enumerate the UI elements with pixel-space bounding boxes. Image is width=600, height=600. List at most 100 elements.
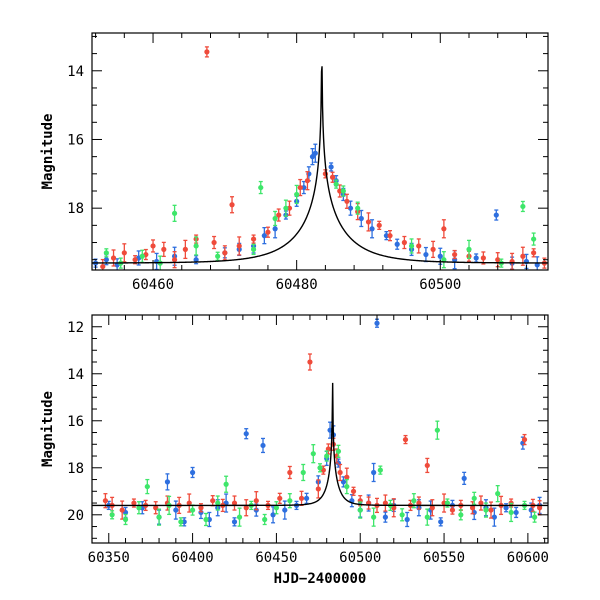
axes-frame <box>91 314 549 544</box>
x-tick-label: 60500 <box>419 277 461 293</box>
data-point <box>193 243 199 249</box>
top-panel: 60460 60480 60500 14 16 18 Magnitude <box>40 32 549 293</box>
data-point <box>374 320 380 326</box>
data-point <box>337 469 343 476</box>
data-point <box>399 512 405 518</box>
data-point <box>328 164 334 170</box>
data-point <box>471 495 477 501</box>
data-point <box>357 507 363 513</box>
data-point <box>103 250 109 256</box>
data-point <box>139 253 145 259</box>
axes-frame <box>91 32 549 271</box>
data-point <box>520 203 526 210</box>
data-point <box>260 442 266 449</box>
data-point <box>171 257 178 263</box>
data-point <box>495 491 501 497</box>
data-point <box>307 359 313 365</box>
data-point <box>243 505 249 511</box>
data-point <box>312 150 318 156</box>
data-point <box>452 251 458 258</box>
y-tick-label: 16 <box>67 132 84 148</box>
data-point <box>315 486 321 492</box>
series-0 <box>92 143 540 270</box>
data-point <box>236 243 242 249</box>
data-point <box>423 251 429 258</box>
data-point <box>335 448 342 454</box>
x-tick-label: 60480 <box>276 277 318 293</box>
data-point <box>283 205 289 211</box>
data-point <box>495 257 501 263</box>
data-point <box>469 505 476 511</box>
data-point <box>401 239 407 246</box>
data-point <box>270 512 276 518</box>
data-point <box>402 436 409 443</box>
data-point <box>365 219 372 225</box>
x-tick-label: 60500 <box>339 550 381 566</box>
data-point <box>382 514 388 520</box>
data-point <box>193 257 199 263</box>
data-point <box>250 246 257 252</box>
data-point <box>394 241 400 247</box>
data-point <box>404 516 410 523</box>
plot-area <box>92 46 548 270</box>
data-point <box>466 246 472 252</box>
y-tick-label: 12 <box>67 320 84 336</box>
data-point <box>276 212 282 218</box>
data-point <box>333 181 339 187</box>
data-point <box>383 233 390 239</box>
series-2 <box>103 179 537 270</box>
data-point <box>317 465 323 471</box>
data-point <box>424 514 430 520</box>
data-point <box>272 215 278 222</box>
data-point <box>325 446 331 452</box>
data-point <box>350 488 357 494</box>
x-axis-label: HJD−2400000 <box>274 571 367 587</box>
data-point <box>132 257 138 263</box>
data-point <box>473 255 479 261</box>
data-point <box>429 505 435 511</box>
data-point <box>122 516 129 523</box>
data-point <box>478 500 484 506</box>
data-point <box>371 469 377 476</box>
data-point <box>531 236 537 242</box>
data-point <box>100 263 106 270</box>
data-point <box>340 479 347 485</box>
data-point <box>171 210 178 216</box>
data-point <box>103 257 109 263</box>
data-point <box>458 512 464 518</box>
data-point <box>376 222 382 228</box>
data-point <box>449 507 456 513</box>
data-point <box>521 436 528 443</box>
data-point <box>416 243 422 249</box>
data-point <box>483 507 489 513</box>
data-point <box>265 229 271 235</box>
data-point <box>355 205 361 211</box>
data-point <box>344 198 350 204</box>
data-point <box>109 512 115 518</box>
data-point <box>222 250 228 256</box>
data-point <box>503 505 509 511</box>
data-point <box>444 500 451 506</box>
data-point <box>273 505 280 511</box>
x-tick-label: 60450 <box>255 550 297 566</box>
data-point <box>156 514 162 520</box>
y-tick-label: 20 <box>67 508 84 524</box>
data-point <box>272 226 278 232</box>
data-point <box>309 154 316 160</box>
y-tick-label: 18 <box>67 201 84 217</box>
x-tick-label: 60350 <box>88 550 130 566</box>
y-axis-label: Magnitude <box>40 114 56 190</box>
data-point <box>297 184 303 191</box>
data-point <box>258 184 264 191</box>
data-point <box>441 257 447 263</box>
model-curve <box>92 382 548 507</box>
series-1 <box>102 353 543 520</box>
data-point <box>198 505 204 511</box>
data-point <box>277 495 283 501</box>
series-2 <box>109 420 538 527</box>
data-point <box>430 246 436 252</box>
data-point <box>119 507 125 513</box>
data-point <box>110 255 117 261</box>
data-point <box>121 250 127 256</box>
